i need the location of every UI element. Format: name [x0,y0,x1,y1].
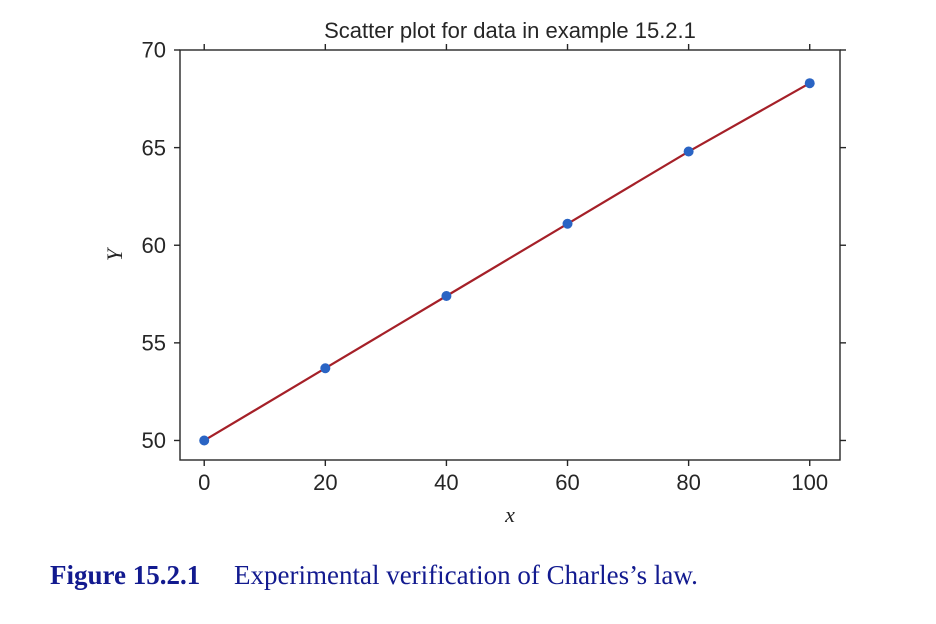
x-tick-label: 20 [313,470,337,495]
figure-caption: Figure 15.2.1 Experimental verification … [50,560,886,591]
data-point [320,363,330,373]
y-tick-label: 50 [142,428,166,453]
scatter-chart: 0 20 40 60 80 100 50 55 60 65 70 Scatter plot for d… [50,10,886,540]
data-point [563,219,573,229]
chart-svg: 0 20 40 60 80 100 50 55 60 65 70 Scatter plot for d… [50,10,886,540]
chart-title: Scatter plot for data in example 15.2.1 [324,18,696,43]
x-tick-label: 80 [676,470,700,495]
x-tick-label: 40 [434,470,458,495]
data-point [805,78,815,88]
y-tick-label: 60 [142,233,166,258]
y-tick-label: 70 [142,38,166,63]
x-tick-label: 100 [791,470,828,495]
caption-spacer [207,560,227,590]
caption-text: Experimental verification of Charles’s l… [234,560,698,590]
data-point [684,147,694,157]
x-tick-label: 60 [555,470,579,495]
y-tick-label: 65 [142,135,166,160]
data-point [199,435,209,445]
y-tick-label: 55 [142,331,166,356]
x-axis-label: x [504,502,515,527]
x-tick-label: 0 [198,470,210,495]
caption-prefix: Figure 15.2.1 [50,560,200,590]
y-axis-label: Y [102,246,127,261]
data-point [441,291,451,301]
